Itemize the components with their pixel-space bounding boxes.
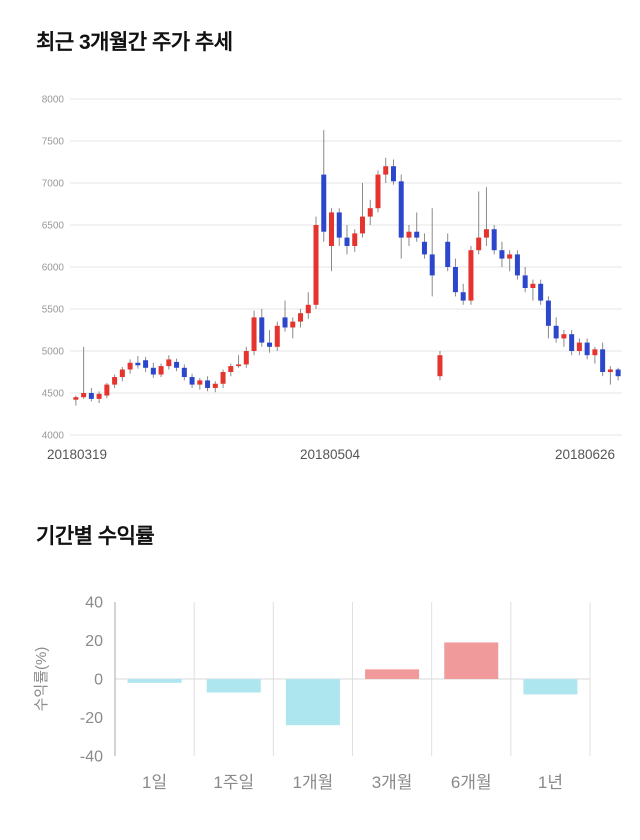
svg-text:0: 0 bbox=[94, 672, 103, 689]
svg-text:20180626: 20180626 bbox=[555, 447, 615, 462]
svg-text:6000: 6000 bbox=[42, 263, 65, 274]
svg-text:40: 40 bbox=[85, 595, 103, 612]
svg-text:4000: 4000 bbox=[42, 431, 65, 442]
svg-text:20180319: 20180319 bbox=[47, 447, 107, 462]
svg-text:1주일: 1주일 bbox=[213, 773, 254, 792]
stock-report-page: 최근 3개월간 주가 추세 8000 7500 7000 6500 6000 5500 50… bbox=[0, 30, 640, 840]
returns-chart-title: 기간별 수익률 bbox=[36, 525, 155, 548]
svg-text:-20: -20 bbox=[80, 710, 103, 727]
price-chart-title: 최근 3개월간 주가 추세 bbox=[36, 31, 233, 54]
svg-text:8000: 8000 bbox=[42, 95, 65, 106]
svg-text:4500: 4500 bbox=[42, 389, 65, 400]
svg-text:7000: 7000 bbox=[42, 179, 65, 190]
svg-text:7500: 7500 bbox=[42, 137, 65, 148]
svg-text:5000: 5000 bbox=[42, 347, 65, 358]
svg-text:수익률(%): 수익률(%) bbox=[33, 647, 50, 712]
svg-text:20180504: 20180504 bbox=[300, 447, 361, 462]
svg-text:20: 20 bbox=[85, 633, 103, 650]
svg-text:5500: 5500 bbox=[42, 305, 65, 316]
svg-text:1개월: 1개월 bbox=[293, 773, 334, 792]
svg-text:6개월: 6개월 bbox=[451, 773, 492, 792]
svg-text:3개월: 3개월 bbox=[372, 773, 413, 792]
svg-text:6500: 6500 bbox=[42, 221, 65, 232]
svg-text:-40: -40 bbox=[80, 749, 103, 766]
svg-text:1일: 1일 bbox=[142, 773, 167, 792]
svg-text:1년: 1년 bbox=[538, 773, 563, 792]
price-candlestick-chart: 8000 7500 7000 6500 6000 5500 5000 4500 4000 2018… bbox=[42, 95, 622, 462]
period-returns-bar-chart: 40 20 0 -20 -40 수익률(%) 1일 1주일 1개월 3개월 6개월 1년 bbox=[33, 595, 591, 792]
